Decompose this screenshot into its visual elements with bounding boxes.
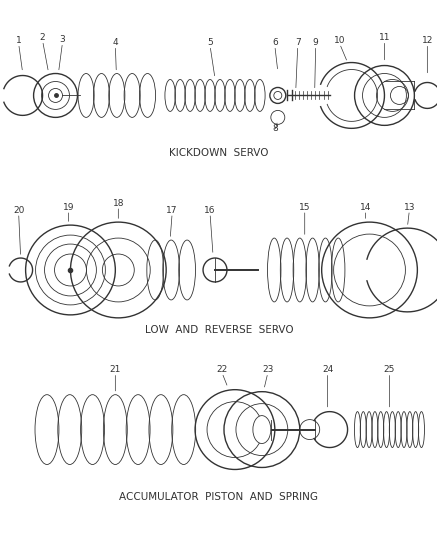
Text: 15: 15 — [299, 203, 311, 212]
Text: ACCUMULATOR  PISTON  AND  SPRING: ACCUMULATOR PISTON AND SPRING — [120, 492, 318, 503]
Text: 18: 18 — [113, 199, 124, 208]
Text: 13: 13 — [404, 203, 415, 212]
Text: 5: 5 — [207, 38, 213, 47]
Text: 19: 19 — [63, 203, 74, 212]
Text: 17: 17 — [166, 206, 178, 215]
Text: 3: 3 — [60, 35, 65, 44]
Text: 25: 25 — [384, 365, 395, 374]
Text: 7: 7 — [295, 38, 300, 47]
Text: 24: 24 — [322, 365, 333, 374]
Text: 23: 23 — [262, 365, 274, 374]
Text: KICKDOWN  SERVO: KICKDOWN SERVO — [169, 148, 269, 158]
Text: 10: 10 — [334, 36, 346, 45]
Text: 21: 21 — [110, 365, 121, 374]
Text: 8: 8 — [272, 124, 278, 133]
Text: 22: 22 — [216, 365, 228, 374]
Text: 16: 16 — [204, 206, 216, 215]
Text: 6: 6 — [272, 38, 278, 47]
Text: 12: 12 — [422, 36, 433, 45]
Text: 9: 9 — [313, 38, 318, 47]
Text: LOW  AND  REVERSE  SERVO: LOW AND REVERSE SERVO — [145, 325, 293, 335]
Text: 14: 14 — [360, 203, 371, 212]
Text: 2: 2 — [40, 33, 46, 42]
Ellipse shape — [253, 416, 271, 443]
Text: 11: 11 — [379, 33, 390, 42]
Text: 4: 4 — [113, 38, 118, 47]
Text: 20: 20 — [13, 206, 25, 215]
Text: 1: 1 — [16, 36, 21, 45]
